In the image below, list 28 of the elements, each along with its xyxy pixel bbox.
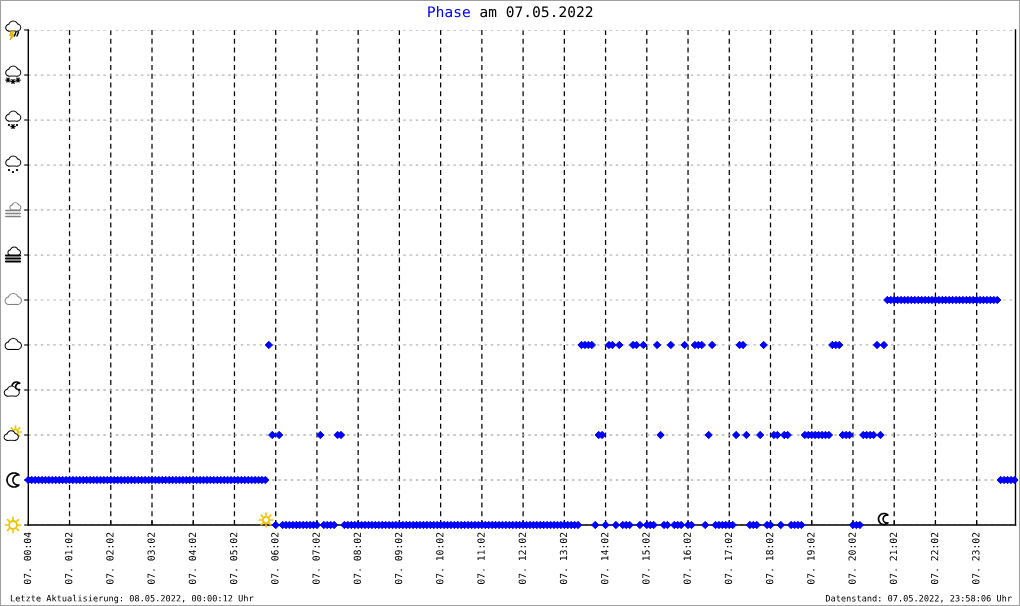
chart-title: am 07.05.2022 — [480, 6, 593, 18]
x-tick-label: 07. 21:02 — [889, 532, 898, 584]
text: Phase — [428, 5, 470, 18]
x-tick-label: 07. 08:02 — [353, 532, 362, 584]
x-tick-label: 07. 00:04 — [23, 532, 32, 584]
x-tick-label: 07. 23:02 — [972, 532, 980, 584]
x-tick-label: 07. 17:02 — [724, 532, 733, 584]
x-tick-label: 07. 13:02 — [559, 532, 568, 584]
x-tick-label: 07. 06:02 — [271, 532, 279, 584]
x-tick-label: 07. 01:02 — [65, 532, 73, 584]
text: Letzte Aktualisierung: 08.05.2022, 00:00:12 Uhr — [10, 594, 254, 604]
x-tick-label: 07. 18:02 — [766, 532, 774, 584]
x-tick-label: 07. 22:02 — [930, 532, 939, 584]
x-tick-label: 07. 16:02 — [683, 532, 691, 584]
x-tick-label: 07. 07:02 — [312, 532, 320, 584]
x-tick-label: 07. 19:02 — [807, 532, 815, 584]
x-tick-label: 07. 03:02 — [147, 532, 155, 584]
x-tick-label: 07. 10:02 — [436, 532, 444, 584]
x-tick-label: 07. 02:02 — [106, 532, 114, 584]
text: Datenstand: 07.05.2022, 23:58:06 Uhr — [825, 594, 1012, 603]
x-tick-label: 07. 20:02 — [848, 532, 856, 584]
x-tick-label: 07. 15:02 — [642, 532, 650, 584]
x-tick-label: 07. 14:02 — [601, 532, 609, 584]
x-tick-label: 07. 12:02 — [518, 532, 526, 584]
x-tick-label: 07. 11:02 — [477, 532, 485, 584]
x-tick-label: 07. 09:02 — [394, 532, 403, 584]
x-tick-label: 07. 04:02 — [188, 532, 197, 584]
x-tick-label: 07. 05:02 — [229, 532, 238, 584]
